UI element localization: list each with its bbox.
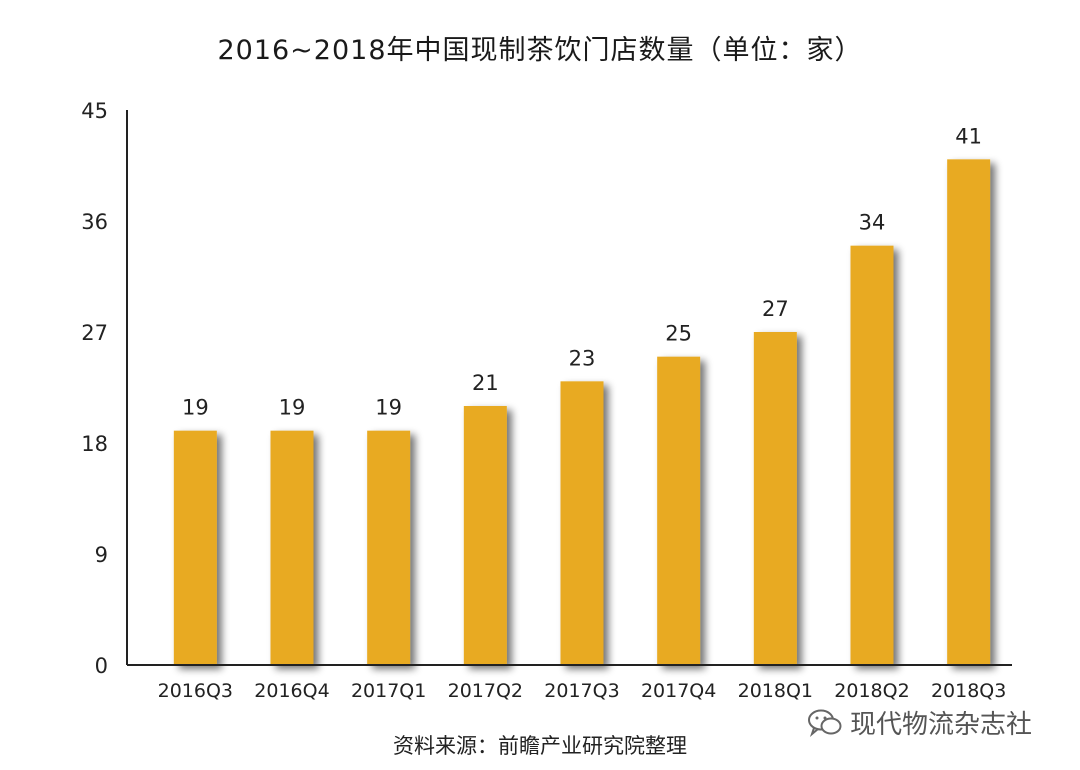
- data-label: 23: [569, 346, 596, 370]
- bar: [657, 356, 701, 665]
- bar: [367, 430, 411, 665]
- bar: [850, 245, 894, 665]
- x-tick-label: 2017Q4: [641, 680, 716, 702]
- x-tick-label: 2018Q3: [931, 680, 1006, 702]
- bar: [947, 159, 991, 666]
- y-tick-label: 36: [81, 210, 108, 234]
- x-tick-label: 2017Q3: [544, 680, 619, 702]
- bar: [560, 381, 604, 665]
- watermark: 现代物流杂志社: [808, 704, 1032, 741]
- watermark-text: 现代物流杂志社: [850, 710, 1033, 740]
- data-label: 25: [665, 322, 692, 346]
- x-tick-label: 2017Q2: [448, 680, 523, 702]
- x-tick-label: 2016Q3: [158, 680, 233, 702]
- data-label: 21: [472, 371, 499, 395]
- bar: [270, 430, 314, 665]
- y-tick-label: 45: [81, 99, 108, 123]
- x-tick-label: 2016Q4: [254, 680, 329, 702]
- source-note: 资料来源：前瞻产业研究院整理: [393, 734, 687, 758]
- bar: [753, 332, 797, 665]
- wechat-icon: [808, 709, 842, 737]
- y-tick-label: 0: [95, 654, 108, 678]
- data-label: 27: [762, 297, 789, 321]
- bar: [173, 430, 217, 665]
- y-tick-label: 9: [95, 543, 108, 567]
- data-label: 41: [955, 124, 982, 148]
- y-tick-label: 18: [81, 432, 108, 456]
- y-tick-label: 27: [81, 321, 108, 345]
- chart-title: 2016~2018年中国现制茶饮门店数量（单位：家）: [217, 35, 863, 66]
- x-tick-label: 2018Q1: [738, 680, 813, 702]
- x-tick-label: 2017Q1: [351, 680, 426, 702]
- data-label: 19: [279, 396, 306, 420]
- data-label: 19: [375, 396, 402, 420]
- data-label: 19: [182, 396, 209, 420]
- data-label: 34: [859, 211, 886, 235]
- bar: [463, 406, 507, 665]
- x-tick-label: 2018Q2: [834, 680, 909, 702]
